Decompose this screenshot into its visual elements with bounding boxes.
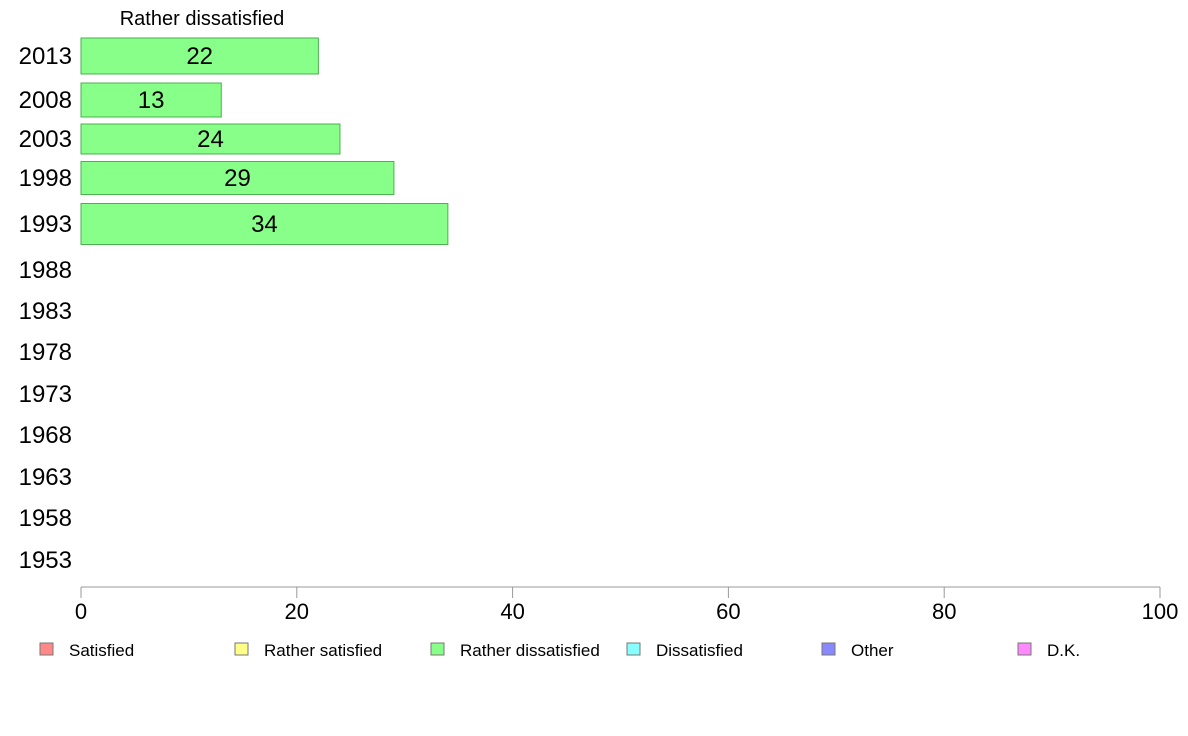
y-tick-label: 2013 [19,43,72,70]
y-tick-label: 2003 [19,126,72,153]
legend-label: Other [851,641,894,660]
y-tick-label: 1958 [19,505,72,532]
chart-title: Rather dissatisfied [120,8,285,30]
x-tick-label: 100 [1142,599,1179,624]
legend-label: Rather satisfied [264,641,382,660]
bars-group [80,37,449,245]
bar-value-label: 13 [138,87,165,114]
x-tick-label: 0 [75,599,87,624]
y-tick-label: 1993 [19,211,72,238]
legend-swatch [430,642,445,656]
legend-swatch [821,642,836,656]
legend-label: Satisfied [69,641,134,660]
y-tick-label: 1998 [19,165,72,192]
bar [80,203,449,245]
bar-value-label: 29 [224,165,251,192]
legend: Satisfied Rather satisfied Rather dissatis… [39,641,1080,660]
y-tick-label: 2008 [19,87,72,114]
y-tick-label: 1988 [19,257,72,284]
x-axis: 0 20 40 60 80 100 [75,586,1179,624]
bar [80,37,319,75]
y-tick-label: 1973 [19,381,72,408]
legend-item: Dissatisfied [626,641,743,660]
y-tick-label: 1983 [19,298,72,325]
bar [80,82,222,118]
x-tick-label: 60 [716,599,740,624]
bar-value-label: 24 [197,126,224,153]
legend-label: Rather dissatisfied [460,641,600,660]
y-tick-label: 1953 [19,547,72,574]
legend-item: D.K. [1017,641,1080,660]
bar [80,123,341,155]
legend-item: Satisfied [39,641,134,660]
y-axis: 2013 2008 2003 1998 1993 1988 1983 1978 1973 1968… [19,43,72,574]
legend-swatch [626,642,641,656]
bar-value-label: 22 [186,43,213,70]
bar [80,161,395,195]
legend-item: Rather satisfied [234,641,382,660]
bar-value-label: 34 [251,211,278,238]
legend-swatch [1017,642,1032,656]
legend-swatch [39,642,54,656]
y-tick-label: 1963 [19,464,72,491]
y-tick-label: 1978 [19,339,72,366]
y-tick-label: 1968 [19,422,72,449]
x-tick-label: 80 [932,599,956,624]
legend-label: Dissatisfied [656,641,743,660]
x-tick-label: 40 [500,599,524,624]
legend-item: Other [821,641,894,660]
x-tick-label: 20 [285,599,309,624]
legend-label: D.K. [1047,641,1080,660]
legend-item: Rather dissatisfied [430,641,600,660]
legend-swatch [234,642,249,656]
